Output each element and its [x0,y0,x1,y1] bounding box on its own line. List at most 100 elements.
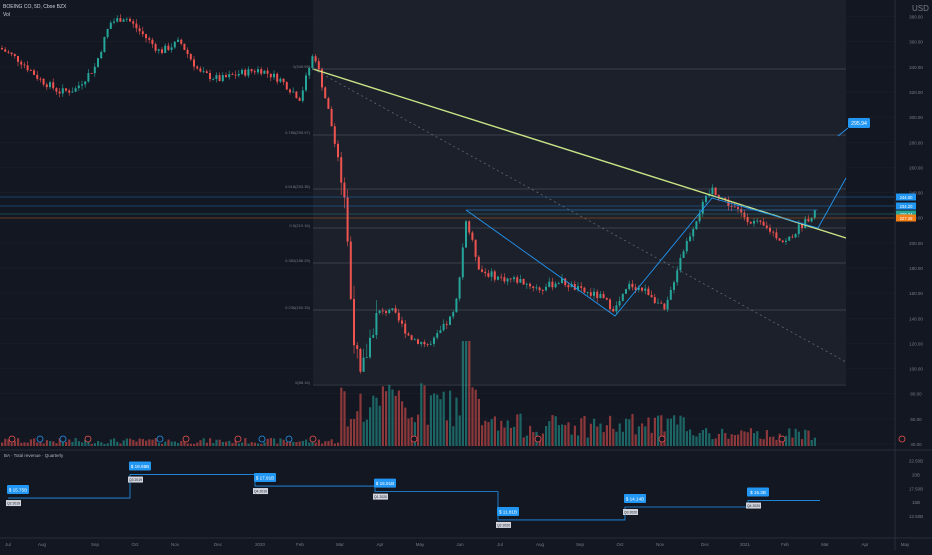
volume-bar [794,428,797,446]
time-tick-label: May [901,542,910,547]
price-tag[interactable] [896,210,916,218]
earnings-marker-icon[interactable] [182,435,190,443]
volume-bar [234,438,237,446]
revenue-value-badge[interactable] [747,487,769,497]
candle-body [586,292,589,294]
earnings-marker-icon[interactable] [156,435,164,443]
revenue-value-badge[interactable] [374,478,396,488]
volume-bar [145,440,148,446]
candle-body [167,45,170,50]
candle-body [253,71,256,73]
volume-bar [516,414,519,446]
revenue-period-badge [253,488,268,495]
candle-body [516,277,519,283]
volume-bar [695,436,698,446]
candle-body [519,278,522,283]
volume-bar [77,441,80,446]
pattern-drawing[interactable] [465,177,847,317]
volume-bar [756,431,759,446]
candle-body [810,217,813,222]
price-tag[interactable] [896,202,916,210]
candle-body [461,247,464,278]
volume-bar [749,428,752,446]
earnings-marker-icon[interactable] [534,435,542,443]
dotted-projection-line[interactable] [312,68,847,363]
candle-body [23,64,26,66]
volume-bar [548,421,551,446]
volume-bar [305,439,308,446]
earnings-marker-icon[interactable] [285,435,293,443]
earnings-marker-icon[interactable] [84,435,92,443]
revenue-value-badge[interactable] [129,461,151,471]
earnings-marker-icon[interactable] [36,435,44,443]
volume-bar [49,441,52,446]
candle-body [599,294,602,299]
price-tick-label: 240.00 [909,191,923,196]
candle-body [289,89,291,93]
earnings-marker-icon[interactable] [410,435,418,443]
time-tick-label: 2020 [255,542,266,547]
revenue-value-badge[interactable] [624,494,646,503]
volume-bar [4,438,7,446]
volume-bar [490,419,493,446]
candle-body [317,61,320,70]
earnings-marker-icon[interactable] [234,435,242,443]
candle-body [410,335,413,340]
revenue-period-label: Q3 2019 [129,478,142,482]
revenue-step-line[interactable] [8,474,820,521]
candle-body [737,207,739,209]
price-tag[interactable] [896,214,916,222]
candle-body [7,51,10,53]
candle-body [314,56,317,62]
candle-body [692,229,695,237]
revenue-value-badge[interactable] [254,473,276,483]
price-tick-label: 340.00 [909,65,923,70]
candle-body [330,108,333,127]
candle-body [391,308,394,310]
axis-currency-label[interactable]: USD [912,4,929,13]
revenue-value-label: $ 19.98B [131,464,149,469]
candle-body [52,82,55,89]
volume-bar [260,443,263,446]
target-arrow[interactable] [837,127,849,137]
candle-body [298,98,301,101]
volume-bar [420,383,423,446]
candle-body [423,341,426,345]
candle-body [637,287,640,290]
earnings-marker-icon[interactable] [778,435,786,443]
candle-body [4,49,7,52]
earnings-marker-icon[interactable] [59,435,67,443]
earnings-marker-icon[interactable] [898,435,906,443]
earnings-marker-icon[interactable] [8,435,16,443]
earnings-marker-icon[interactable] [309,435,317,443]
volume-bar [151,439,154,446]
candle-body [529,283,531,287]
volume-bar [801,439,804,446]
symbol-title[interactable]: BOEING CO, 5D, Cboe BZX [3,4,67,10]
volume-bar [407,418,410,446]
price-tick-label: 140.00 [909,316,923,321]
candle-body [762,221,765,226]
candle-body [49,82,51,88]
revenue-value-badge[interactable] [497,506,519,516]
volume-bar [522,437,525,446]
earnings-marker-icon[interactable] [258,435,266,443]
revenue-value-badge[interactable] [7,485,29,495]
volume-bar [237,443,240,446]
price-tag[interactable] [896,193,916,201]
volume-bar [365,419,368,446]
earnings-marker-icon[interactable] [658,435,666,443]
volume-label[interactable]: Vol [3,12,10,18]
price-tick-label: 360.00 [909,40,923,45]
target-callout[interactable] [848,118,870,128]
volume-bar [196,442,199,446]
volume-bar [641,423,644,446]
candle-body [714,187,717,196]
candle-body [365,357,368,359]
volume-bar [631,414,634,446]
volume-bar [218,439,221,446]
candle-body [420,341,423,344]
candle-body [250,69,253,72]
